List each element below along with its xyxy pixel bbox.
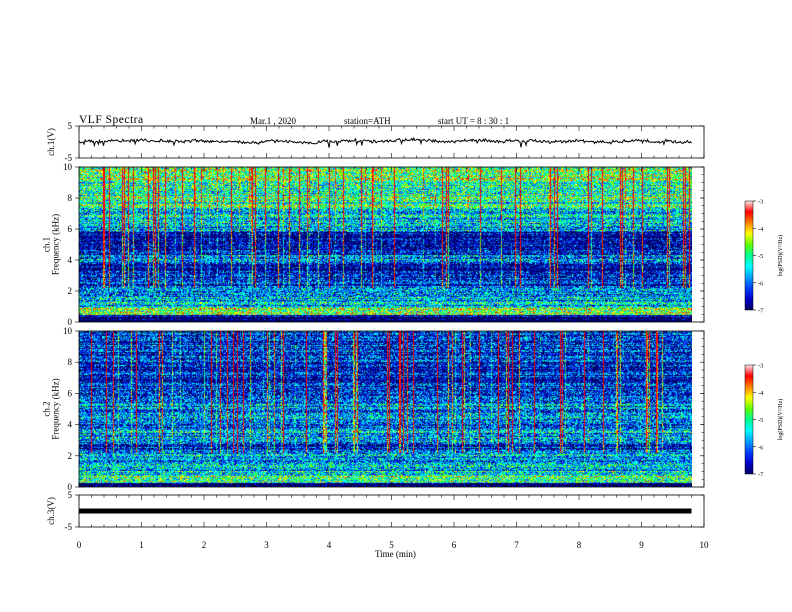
x-tick-label: 10 — [700, 540, 710, 550]
y-axis-label: ch.3(V) — [46, 497, 56, 525]
ch1-voltage-trace — [78, 137, 692, 148]
y-tick-label: 10 — [63, 326, 73, 336]
y-tick-label: 4 — [68, 420, 73, 430]
y-tick-label: 8 — [68, 357, 73, 367]
x-tick-label: 3 — [264, 540, 269, 550]
x-tick-label: 8 — [577, 540, 582, 550]
y-tick-label: 2 — [68, 451, 73, 461]
y-tick-label: 10 — [63, 162, 73, 172]
y-tick-label: 5 — [68, 490, 73, 500]
spectrogram-ch1 — [79, 167, 692, 322]
y-tick-label: 6 — [68, 388, 73, 398]
start-ut-label: start UT = 8 : 30 : 1 — [438, 116, 510, 126]
colorbar-tick-label: -3 — [758, 199, 763, 206]
station-label: station=ATH — [344, 116, 391, 126]
y-axis-label: ch.2 — [42, 401, 52, 416]
colorbar-tick-label: -7 — [758, 472, 764, 479]
colorbar-tick-label: -6 — [758, 444, 764, 451]
colorbar-tick-label: -7 — [758, 308, 764, 315]
chart-title: VLF Spectra — [79, 114, 144, 126]
y-axis-label: ch.1(V) — [46, 128, 56, 156]
y-tick-label: 6 — [68, 224, 73, 234]
y-axis-label: Frequency (kHz) — [51, 214, 61, 275]
colorbar-tick-label: -4 — [758, 390, 764, 397]
colorbar-tick-label: -4 — [758, 226, 764, 233]
x-tick-label: 5 — [389, 540, 394, 550]
colorbar-tick-label: -5 — [758, 253, 763, 260]
colorbar-label: log(PSD)(V²/Hz) — [777, 399, 784, 440]
x-tick-label: 4 — [327, 540, 332, 550]
y-axis-label: ch.1 — [42, 237, 52, 252]
colorbar-tick-label: -3 — [758, 363, 763, 370]
y-tick-label: 4 — [68, 255, 73, 265]
x-tick-label: 7 — [514, 540, 519, 550]
x-axis-label: Time (min) — [375, 549, 416, 559]
y-tick-label: 2 — [68, 286, 73, 296]
spectrogram-ch2 — [79, 331, 692, 487]
x-tick-label: 0 — [77, 540, 82, 550]
x-tick-label: 1 — [139, 540, 144, 550]
colorbar-ch2 — [744, 364, 754, 475]
date-label: Mar.1 , 2020 — [250, 116, 296, 126]
y-axis-label: Frequency (kHz) — [51, 378, 61, 439]
y-tick-label: 0 — [68, 482, 73, 492]
x-tick-label: 2 — [202, 540, 207, 550]
y-tick-label: 0 — [68, 317, 73, 327]
y-tick-label: 5 — [68, 121, 73, 131]
colorbar-tick-label: -6 — [758, 280, 764, 287]
x-tick-label: 9 — [639, 540, 644, 550]
colorbar-ch1 — [744, 200, 754, 311]
y-tick-label: 8 — [68, 193, 73, 203]
colorbar-label: log(PSD)(V²/Hz) — [777, 235, 784, 276]
y-tick-label: -5 — [65, 153, 73, 163]
colorbar-tick-label: -5 — [758, 417, 763, 424]
y-tick-label: -5 — [65, 522, 73, 532]
x-tick-label: 6 — [452, 540, 457, 550]
